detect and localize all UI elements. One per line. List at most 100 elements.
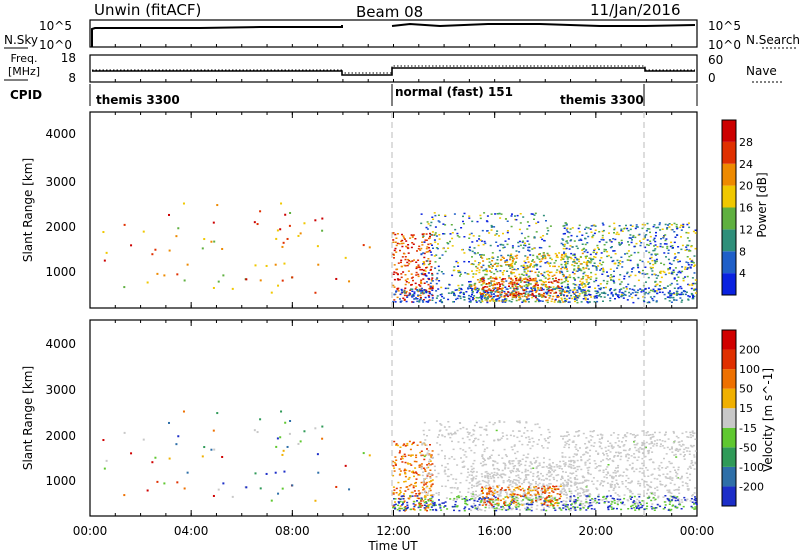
data-cell (453, 266, 456, 268)
data-cell (538, 495, 541, 498)
data-cell (575, 470, 578, 473)
data-cell (493, 507, 496, 510)
data-cell (478, 480, 481, 483)
data-cell (492, 475, 495, 478)
data-cell (682, 279, 685, 282)
data-cell (616, 507, 618, 510)
data-cell (392, 505, 395, 507)
data-cell (542, 295, 545, 297)
data-cell (532, 278, 535, 280)
data-cell (562, 484, 565, 487)
data-cell (651, 290, 654, 292)
data-cell (486, 297, 489, 300)
data-cell (587, 479, 590, 482)
data-cell (394, 503, 397, 506)
data-cell (418, 245, 421, 248)
data-cell (508, 507, 511, 509)
data-cell (279, 228, 282, 231)
data-cell (515, 506, 518, 509)
data-cell (426, 475, 429, 477)
data-cell (317, 471, 320, 474)
data-cell (558, 252, 561, 254)
data-cell (637, 279, 640, 282)
data-cell (621, 266, 624, 268)
data-cell (649, 434, 652, 436)
data-cell (540, 502, 543, 505)
data-cell (410, 288, 413, 290)
data-cell (509, 255, 512, 257)
data-cell (482, 291, 485, 293)
data-cell (459, 447, 462, 450)
data-cell (417, 497, 420, 500)
data-cell (398, 278, 401, 281)
data-cell (607, 501, 610, 503)
data-cell (473, 485, 476, 487)
data-cell (661, 246, 664, 248)
data-cell (590, 501, 593, 504)
data-cell (459, 275, 461, 277)
data-cell (549, 257, 552, 259)
data-cell (448, 284, 451, 286)
data-cell (537, 474, 540, 477)
data-cell (650, 442, 653, 445)
data-cell (585, 485, 588, 487)
data-cell (648, 485, 651, 488)
data-cell (488, 490, 491, 493)
data-cell (402, 503, 404, 505)
data-cell (536, 298, 539, 300)
data-cell (454, 432, 457, 435)
data-cell (495, 268, 497, 271)
data-cell (479, 254, 481, 256)
data-cell (504, 489, 507, 491)
data-cell (572, 506, 575, 508)
data-cell (602, 452, 605, 454)
data-cell (694, 232, 697, 234)
data-cell (449, 240, 451, 243)
data-cell (501, 457, 504, 459)
data-cell (520, 293, 523, 296)
data-cell (493, 226, 496, 228)
data-cell (397, 273, 399, 276)
data-cell (535, 231, 538, 233)
data-cell (592, 477, 595, 479)
data-cell (574, 502, 577, 504)
data-cell (533, 237, 536, 239)
data-cell (497, 499, 500, 502)
data-cell (523, 432, 526, 434)
data-cell (652, 445, 655, 447)
data-cell (511, 268, 514, 271)
data-cell (422, 299, 425, 301)
data-cell (414, 495, 417, 497)
data-cell (695, 288, 697, 291)
data-cell (643, 293, 646, 296)
data-cell (646, 243, 649, 246)
data-cell (626, 488, 629, 490)
data-cell (505, 455, 508, 458)
data-cell (401, 291, 404, 294)
data-cell (555, 464, 558, 466)
data-cell (653, 507, 656, 509)
data-cell (533, 214, 536, 216)
data-cell (576, 296, 579, 299)
data-cell (671, 451, 674, 453)
data-cell (631, 480, 633, 482)
data-cell (511, 507, 513, 510)
data-cell (532, 479, 534, 481)
data-cell (524, 470, 527, 472)
data-cell (626, 271, 629, 274)
data-cell (603, 296, 606, 298)
data-cell (651, 436, 654, 438)
data-cell (574, 297, 576, 300)
data-cell (444, 214, 447, 217)
data-cell (694, 506, 697, 508)
data-cell (281, 279, 284, 282)
data-cell (582, 272, 585, 275)
data-cell (414, 482, 416, 485)
data-cell (528, 438, 531, 441)
data-cell (451, 440, 453, 443)
data-cell (392, 284, 395, 287)
data-cell (429, 475, 432, 478)
data-cell (543, 487, 546, 489)
data-cell (671, 448, 673, 450)
data-cell (685, 291, 688, 293)
